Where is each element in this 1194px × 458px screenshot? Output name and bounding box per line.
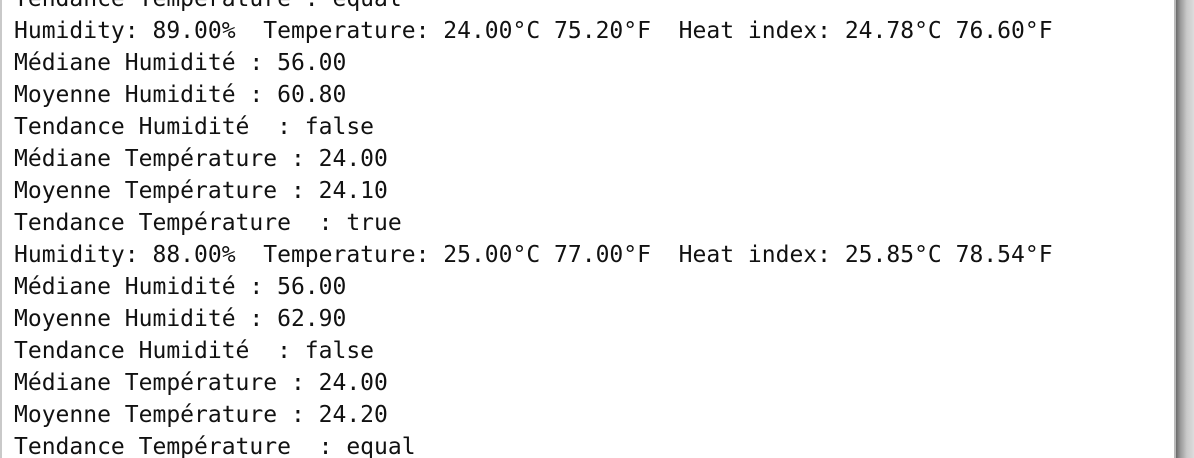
console-line: Tendance Température : equal xyxy=(14,0,1053,15)
console-line: Moyenne Température : 24.10 xyxy=(14,178,388,204)
console-left-edge xyxy=(0,0,2,458)
window-edge-shadow xyxy=(1174,0,1176,458)
console-line: Tendance Humidité : false xyxy=(14,338,375,364)
console-line: Moyenne Humidité : 62.90 xyxy=(14,306,347,332)
window-right-frame xyxy=(1176,0,1194,458)
console-line: Médiane Température : 24.00 xyxy=(14,146,388,172)
console-line: Humidity: 89.00% Temperature: 24.00°C 75… xyxy=(14,18,1053,44)
console-line: Humidity: 88.00% Temperature: 25.00°C 77… xyxy=(14,242,1053,268)
console-lines: Tendance Température : equal Humidity: 8… xyxy=(14,0,1053,458)
console-line: Tendance Humidité : false xyxy=(14,114,375,140)
console-line: Tendance Température : true xyxy=(14,210,402,236)
console-line: Médiane Température : 24.00 xyxy=(14,370,388,396)
console-line: Médiane Humidité : 56.00 xyxy=(14,274,347,300)
console-line: Moyenne Humidité : 60.80 xyxy=(14,82,347,108)
console-line: Médiane Humidité : 56.00 xyxy=(14,50,347,76)
console-line: Moyenne Température : 24.20 xyxy=(14,402,388,428)
console-line: Tendance Température : equal xyxy=(14,434,416,458)
